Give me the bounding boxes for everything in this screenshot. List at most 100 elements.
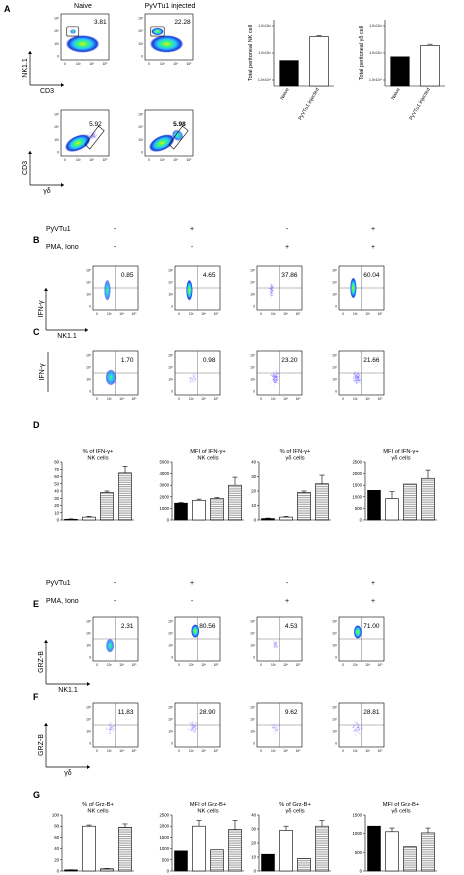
bar-1 xyxy=(64,518,78,521)
panel-label-C: C xyxy=(33,327,40,337)
y-tick-label: 80 xyxy=(54,460,59,465)
y-tick-label: 0 xyxy=(335,390,337,394)
y-tick-label: 10³ xyxy=(332,644,337,648)
y-tick-label: 10 xyxy=(251,503,256,508)
bar-1 xyxy=(261,518,275,521)
y-tick-label: 10⁴ xyxy=(250,718,256,722)
bar-2 xyxy=(385,831,399,872)
y-tick-label: 30 xyxy=(54,496,59,501)
x-tick-label: 10⁴ xyxy=(201,397,207,401)
y-tick-label: 0 xyxy=(141,151,143,155)
x-tick-label: 10³ xyxy=(353,663,358,667)
y-tick-label: 10⁴ xyxy=(332,366,338,370)
bar-3 xyxy=(210,498,224,521)
x-axis-label: NK1.1 xyxy=(57,333,77,340)
y-tick-label: 0 xyxy=(171,656,173,660)
x-tick-label: 10³ xyxy=(353,312,358,316)
y-tick-label: 1500 xyxy=(352,483,362,488)
x-tick-label: 0 xyxy=(260,312,262,316)
y-tick-label: 20 xyxy=(251,841,256,846)
y-tick-label: 1.0×10¹⁰ xyxy=(369,78,383,82)
y-tick-label: 2000 xyxy=(352,471,362,476)
x-tick-label: 10⁵ xyxy=(187,158,193,162)
x-tick-label: 10⁵ xyxy=(214,397,220,401)
x-tick-label: 10⁴ xyxy=(119,397,125,401)
x-category-label: PyVTu1 injected xyxy=(408,87,431,122)
chart-title: NK cells xyxy=(87,809,108,815)
y-tick-label: 10⁴ xyxy=(86,718,92,722)
y-tick-label: 4000 xyxy=(159,471,169,476)
bar-3 xyxy=(297,858,311,872)
y-tick-label: 70 xyxy=(54,467,59,472)
y-axis-label: IFN-γ xyxy=(38,300,45,318)
x-tick-label: 0 xyxy=(148,158,150,162)
axis-arrows-A1: NK1.1 CD3 xyxy=(22,51,64,95)
x-tick-label: 10⁵ xyxy=(296,312,302,316)
bar-chart-7: 0 500 1000 1500 2000 2500 MFI of Grz-B+NK cell… xyxy=(159,802,244,874)
bar-chart-5: 0 500 1000 1500 2000 2500 MFI of IFN-γ+γδ cell… xyxy=(352,449,437,523)
flow-B-4: 0 10³ 10⁴ 10⁵ 0 10³ 10⁴ 10⁵ 60.04 xyxy=(332,265,385,316)
flow-A-inj-gd: 0 10³ 10⁴ 10⁵ 0 10³ 10⁴ 10⁵ 5.98 xyxy=(138,109,194,162)
y-tick-label: 10⁵ xyxy=(250,269,256,273)
gate-percentage: 3.81 xyxy=(94,19,107,26)
y-tick-label: 10⁴ xyxy=(138,29,144,33)
gate-percentage: 23.20 xyxy=(281,357,298,364)
gate-percentage: 22.28 xyxy=(174,19,191,26)
y-tick-label: 10³ xyxy=(250,293,255,297)
chart-title: NK cells xyxy=(197,456,218,462)
x-category-label: PyVTu1 injected xyxy=(297,87,320,122)
y-axis-label: GRZ-B xyxy=(38,651,45,673)
y-tick-label: 0 xyxy=(89,390,91,394)
x-tick-label: 10⁵ xyxy=(132,663,138,667)
x-tick-label: 10³ xyxy=(189,749,194,753)
x-tick-label: 0 xyxy=(178,397,180,401)
y-tick-label: 10⁵ xyxy=(332,269,338,273)
x-tick-label: 0 xyxy=(342,749,344,753)
x-tick-label: 10⁵ xyxy=(378,663,384,667)
x-tick-label: 10³ xyxy=(189,663,194,667)
chart-title: MFI of IFN-γ+ xyxy=(383,449,419,455)
x-tick-label: 10⁵ xyxy=(214,663,220,667)
flow-F-3: 0 10³ 10⁴ 10⁵ 0 10³ 10⁴ 10⁵ 9.62 xyxy=(250,702,303,753)
x-tick-label: 10⁵ xyxy=(187,62,193,66)
bar-3 xyxy=(297,492,311,521)
y-tick-label: 10³ xyxy=(332,730,337,734)
panel-label-G: G xyxy=(33,790,40,800)
x-tick-label: 10⁴ xyxy=(201,312,207,316)
y-tick-label: 20 xyxy=(54,857,59,862)
x-tick-label: 10⁵ xyxy=(214,312,220,316)
axis-arrows-B: IFN-γ NK1.1 xyxy=(38,288,88,340)
y-tick-label: 1.0×10¹⁰ xyxy=(258,78,272,82)
y-tick-label: 1500 xyxy=(352,813,362,818)
x-tick-label: 10⁴ xyxy=(365,312,371,316)
panel-label-B: B xyxy=(33,235,40,245)
y-tick-label: 10³ xyxy=(168,293,173,297)
y-tick-label: 1500 xyxy=(159,835,169,840)
y-tick-label: 1.0×10¹² xyxy=(369,24,383,28)
y-tick-label: 10⁴ xyxy=(250,281,256,285)
y-tick-label: 1000 xyxy=(159,506,169,511)
flow-A-inj-nk: 0 10³ 10⁴ 10⁵ 0 10³ 10⁴ 10⁵ 22.28 xyxy=(138,13,194,66)
x-tick-label: 0 xyxy=(260,397,262,401)
y-tick-label: 10³ xyxy=(168,378,173,382)
chart-title: % of IFN-γ+ xyxy=(83,449,114,455)
gate-percentage: 2.31 xyxy=(121,623,134,630)
y-tick-label: 500 xyxy=(355,850,363,855)
y-tick-label: 0 xyxy=(171,742,173,746)
axis-arrows-E: GRZ-B NK1.1 xyxy=(38,640,90,694)
x-tick-label: 10⁴ xyxy=(283,749,289,753)
y-tick-label: 0 xyxy=(253,390,255,394)
y-tick-label: 2000 xyxy=(159,494,169,499)
x-tick-label: 10⁵ xyxy=(132,749,138,753)
bar-3 xyxy=(403,846,417,872)
y-tick-label: 40 xyxy=(54,846,59,851)
x-tick-label: 10⁴ xyxy=(365,663,371,667)
y-tick-label: 0 xyxy=(253,656,255,660)
x-tick-label: 10⁵ xyxy=(296,397,302,401)
x-category-label: Naive xyxy=(390,87,402,101)
gate-percentage: 11.83 xyxy=(118,709,134,716)
x-tick-label: 10⁵ xyxy=(214,749,220,753)
y-tick-label: 10⁵ xyxy=(168,354,174,358)
y-tick-label: 500 xyxy=(162,857,170,862)
bar-2 xyxy=(385,498,399,521)
